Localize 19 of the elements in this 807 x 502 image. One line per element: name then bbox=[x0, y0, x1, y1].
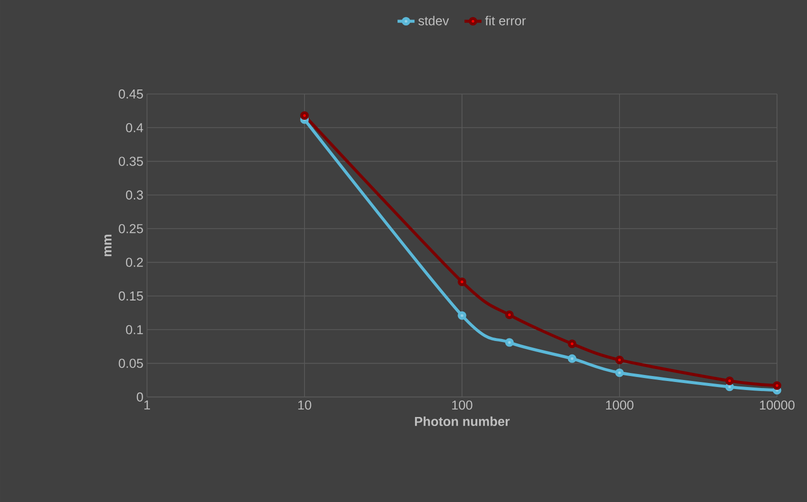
x-tick-label: 1 bbox=[144, 400, 150, 410]
y-tick-label: 0.1 bbox=[126, 325, 143, 334]
y-tick-label: 0.05 bbox=[118, 358, 143, 368]
x-tick-label: 100 bbox=[452, 400, 472, 410]
y-tick-label: 0.3 bbox=[126, 190, 143, 200]
y-tick-label: 0.4 bbox=[126, 123, 144, 132]
y-tick-label: 0.25 bbox=[118, 224, 143, 234]
x-tick-label: 10 bbox=[298, 400, 312, 410]
y-tick-label: 0 bbox=[136, 392, 143, 402]
x-axis-title: Photon number bbox=[415, 416, 510, 426]
y-tick-label: 0.45 bbox=[118, 89, 143, 99]
legend-label: fit error bbox=[485, 16, 526, 26]
x-tick-label: 10000 bbox=[760, 400, 795, 410]
y-tick-label: 0.15 bbox=[118, 291, 143, 301]
y-axis-title: mm bbox=[104, 234, 112, 256]
legend-label: stdev bbox=[418, 16, 449, 26]
x-tick-label: 1000 bbox=[606, 400, 634, 410]
y-tick-label: 0.35 bbox=[118, 156, 143, 166]
y-tick-label: 0.2 bbox=[126, 258, 143, 267]
